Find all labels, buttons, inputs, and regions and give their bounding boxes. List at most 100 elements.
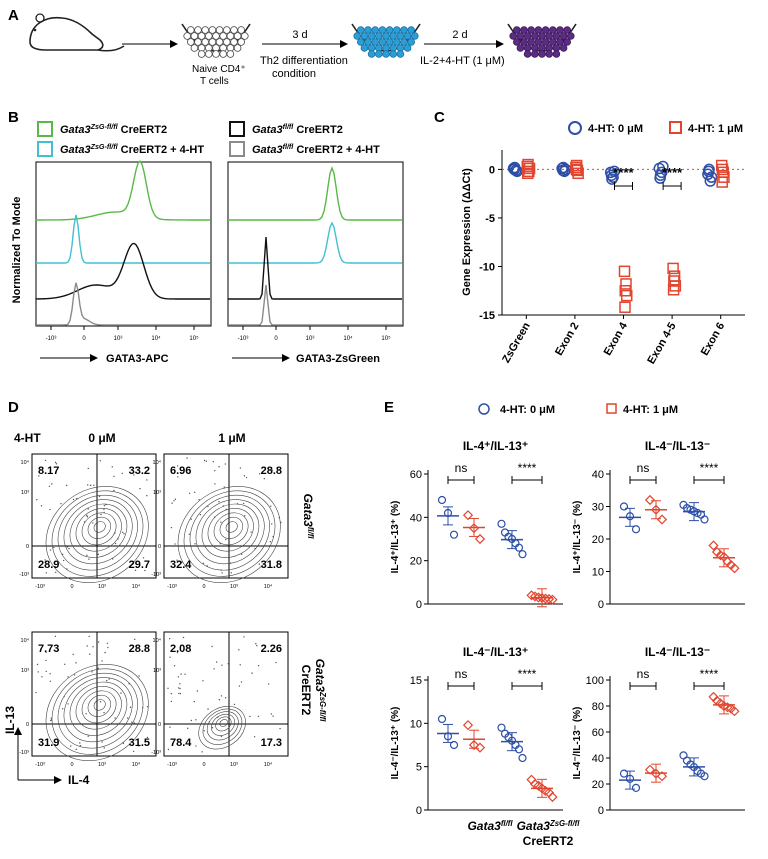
dish-naive-cell xyxy=(237,38,246,46)
scatter-dot xyxy=(146,479,148,481)
hist-zsgreen-histogram-gray xyxy=(228,284,402,326)
scatter-dot xyxy=(169,656,171,658)
dish-th2-cell xyxy=(360,32,369,40)
scatter-dot xyxy=(218,466,220,468)
e-significance: **** xyxy=(518,461,537,475)
legend-swatch-b xyxy=(37,121,53,137)
scatter-dot xyxy=(224,463,227,465)
scatter-dot xyxy=(45,659,47,662)
dish-naive-cell xyxy=(197,50,206,58)
dish-naive-cell xyxy=(215,26,224,34)
scatter-dot xyxy=(179,687,181,690)
e-y-tick-label: 30 xyxy=(592,502,604,514)
scatter-dot xyxy=(66,568,68,570)
scatter-dot xyxy=(113,475,115,478)
e-point-red xyxy=(711,695,723,706)
legend-e-red xyxy=(606,403,617,414)
d-x-tick-label: 10³ xyxy=(230,762,238,768)
d-x-tick-label: -10³ xyxy=(167,584,177,590)
dish-treated-cell xyxy=(552,50,561,58)
arrow-2-head xyxy=(340,40,348,48)
quadrant-ur: 2.26 xyxy=(261,643,282,655)
scatter-dot xyxy=(121,531,124,533)
scatter-dot xyxy=(69,745,72,747)
dish-naive-cell xyxy=(215,38,224,46)
e-plot-title: IL-4⁻/IL-13⁻ xyxy=(645,439,710,453)
dish-treated-cell xyxy=(523,32,532,40)
scatter-dot xyxy=(176,465,179,467)
dish-naive-cell xyxy=(187,38,195,46)
dish-naive-cell xyxy=(219,32,228,40)
e-y-tick-label: 20 xyxy=(592,779,604,791)
scatter-dot xyxy=(193,700,195,703)
hist-apc-tick-label: 10⁴ xyxy=(151,335,161,342)
dish-naive-cell xyxy=(226,50,235,58)
legend-c-red xyxy=(669,121,682,134)
dish-naive-cell xyxy=(241,32,249,40)
dish-th2-cell xyxy=(356,38,365,46)
dish-th2-cell xyxy=(378,26,387,34)
scatter-dot xyxy=(269,541,272,543)
contour-ring xyxy=(215,716,232,732)
contour-ring xyxy=(189,494,270,571)
scatter-dot xyxy=(218,699,221,701)
scatter-dot xyxy=(66,546,69,548)
dish-naive-cell xyxy=(205,50,213,58)
quadrant-lr: 31.5 xyxy=(129,737,150,749)
c-y-tick-label: -10 xyxy=(479,261,495,273)
d-x-tick-label: -10³ xyxy=(35,584,45,590)
dish-naive-cell xyxy=(201,38,210,46)
d-row1-label: Gata3ZsG-fl/fl xyxy=(313,659,328,723)
e-point-blue xyxy=(518,753,527,763)
contour-ring xyxy=(219,719,228,727)
scatter-dot xyxy=(63,695,65,698)
apc-arrow-head xyxy=(90,354,98,362)
scatter-dot xyxy=(195,745,197,747)
c-point-red xyxy=(522,158,534,171)
c-point-blue xyxy=(508,163,521,176)
scatter-dot xyxy=(225,538,227,541)
quadrant-ll: 28.9 xyxy=(38,559,59,571)
dish-treated-cell xyxy=(527,26,535,34)
e-y-tick-label: 0 xyxy=(598,599,604,611)
d-y-arrow-head xyxy=(14,727,22,735)
scatter-dot xyxy=(267,683,270,685)
dish-naive-cell xyxy=(194,26,202,34)
dish-naive-cell xyxy=(208,38,217,46)
scatter-dot xyxy=(275,661,277,664)
dish-naive-cell xyxy=(237,26,246,34)
scatter-dot xyxy=(173,500,175,502)
scatter-dot xyxy=(48,485,51,488)
scatter-dot xyxy=(35,691,37,694)
dish-naive-cell xyxy=(187,26,195,34)
scatter-dot xyxy=(220,695,223,697)
scatter-dot xyxy=(228,506,230,508)
hist-apc-tick-label: 10⁵ xyxy=(189,335,199,342)
e-point-red xyxy=(468,523,480,534)
e-point-red xyxy=(729,706,740,717)
contour-ring xyxy=(87,694,112,717)
scatter-dot xyxy=(228,744,230,747)
dish-naive-cell xyxy=(212,32,220,40)
scatter-dot xyxy=(146,736,149,739)
scatter-dot xyxy=(75,748,77,751)
e-y-tick-label: 60 xyxy=(410,469,422,481)
scatter-dot xyxy=(101,741,103,743)
scatter-dot xyxy=(117,538,119,540)
e-y-tick-label: 20 xyxy=(410,556,422,568)
contour-ring xyxy=(57,672,138,749)
dish-naive-cell xyxy=(190,44,199,52)
scatter-dot xyxy=(188,492,191,494)
contour-ring xyxy=(63,677,133,743)
scatter-dot xyxy=(85,713,87,715)
c-point-red xyxy=(621,289,633,302)
dish-th2-cell xyxy=(364,26,372,34)
dish-th2-cell xyxy=(400,26,408,34)
contour-ring xyxy=(51,668,144,755)
dish-th2-cell xyxy=(389,50,398,58)
c-y-tick-label: 0 xyxy=(489,164,495,176)
d-col1-label: 1 μM xyxy=(218,431,245,445)
quadrant-ul: 6.96 xyxy=(170,465,191,477)
c-category-label: ZsGreen xyxy=(500,320,533,365)
